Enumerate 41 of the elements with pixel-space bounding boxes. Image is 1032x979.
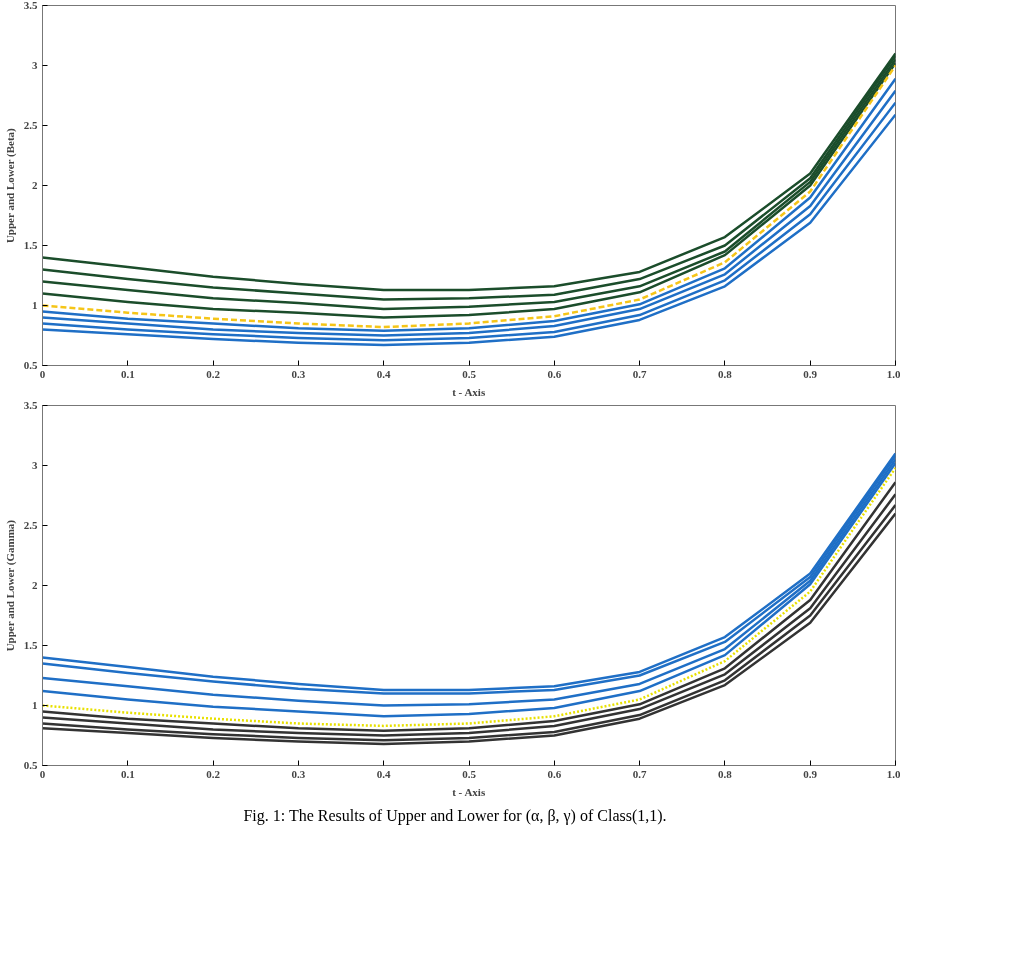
y-tick-label: 3: [32, 59, 38, 71]
y-tick-label: 2.5: [23, 119, 38, 131]
x-tick-label: 0.1: [120, 767, 135, 780]
y-tick-label: 2: [32, 179, 38, 191]
y-tick-label: 3.5: [23, 0, 38, 11]
x-axis-title: t - Axis: [452, 385, 486, 398]
y-tick-label: 1: [32, 299, 38, 311]
y-tick-label: 0.5: [23, 359, 38, 371]
x-tick-label: 1.0: [886, 767, 901, 780]
x-tick-label: 0.9: [803, 367, 818, 380]
x-tick-label: 0.7: [632, 767, 647, 780]
caption: Fig. 1: The Results of Upper and Lower for (α, β, γ) of Class(1,1).: [243, 806, 667, 827]
x-tick-label: 0: [39, 367, 46, 380]
y-tick-label: 3: [32, 459, 38, 471]
x-axis-title: t - Axis: [452, 785, 486, 798]
x-tick-label: 0.4: [376, 367, 392, 380]
x-tick-label: 0.8: [718, 367, 733, 380]
y-tick-label: 1.5: [23, 639, 38, 651]
x-tick-label: 0: [39, 767, 46, 780]
x-tick-label: 0.5: [462, 767, 477, 780]
x-tick-label: 0.5: [462, 367, 477, 380]
x-tick-label: 0.2: [206, 367, 221, 380]
y-tick-label: 2: [32, 579, 38, 591]
y-tick-label: 1.5: [23, 239, 38, 251]
y-tick-label: 1: [32, 699, 38, 711]
y-axis-title: Upper and Lower (Beta): [3, 127, 17, 244]
x-tick-label: 0.6: [547, 767, 562, 780]
x-tick-label: 0.7: [632, 367, 647, 380]
x-tick-label: 0.9: [803, 767, 818, 780]
x-tick-label: 0.3: [291, 767, 306, 780]
x-tick-label: 0.8: [718, 767, 733, 780]
x-tick-label: 0.6: [547, 367, 562, 380]
y-tick-label: 3.5: [23, 399, 38, 411]
x-tick-label: 0.1: [120, 367, 135, 380]
x-tick-label: 1.0: [886, 367, 901, 380]
y-tick-label: 0.5: [23, 759, 38, 771]
x-tick-label: 0.2: [206, 767, 221, 780]
x-tick-label: 0.3: [291, 367, 306, 380]
y-axis-title: Upper and Lower (Gamma): [3, 519, 17, 652]
x-tick-label: 0.4: [376, 767, 392, 780]
y-tick-label: 2.5: [23, 519, 38, 531]
